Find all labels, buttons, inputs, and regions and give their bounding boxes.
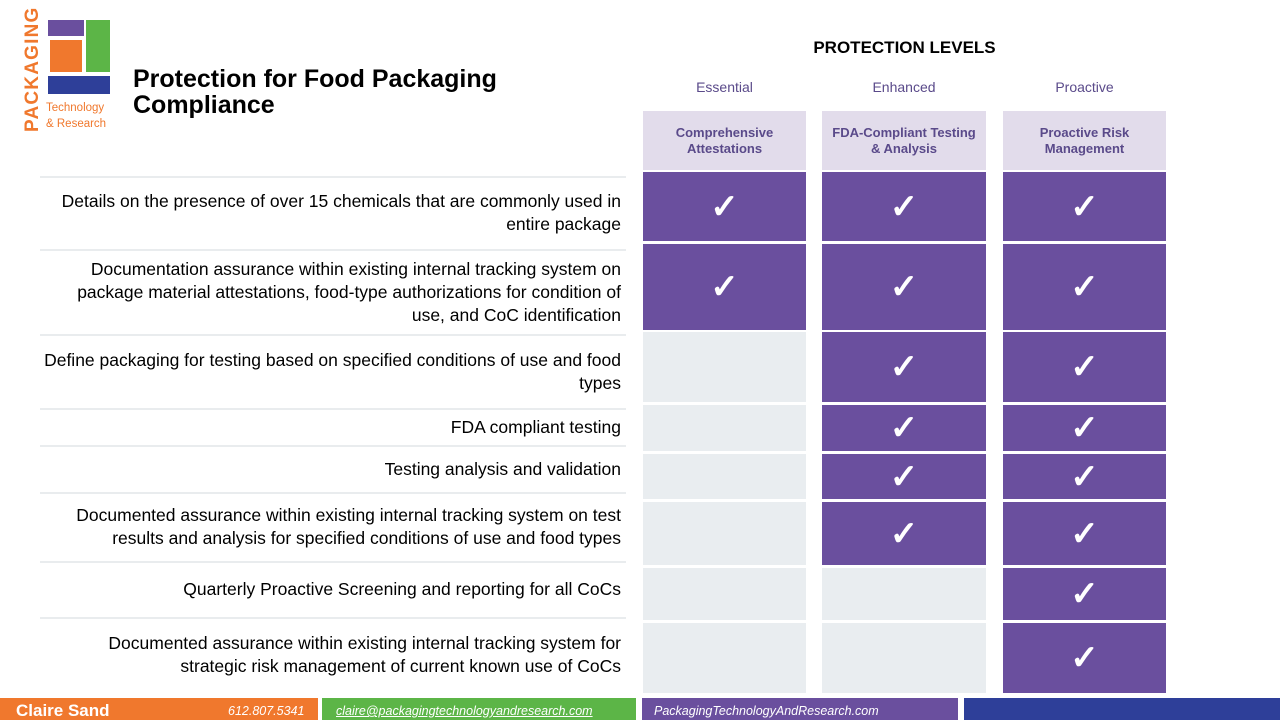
feature-label: Documented assurance within existing int… — [40, 628, 626, 681]
matrix-cell-included: ✓ — [1003, 454, 1166, 499]
footer-website-bar: PackagingTechnologyAndResearch.com — [642, 698, 958, 720]
footer-website-link[interactable]: PackagingTechnologyAndResearch.com — [654, 704, 879, 718]
matrix-cell-included: ✓ — [822, 502, 986, 565]
footer-email-bar: claire@packagingtechnologyandresearch.co… — [322, 698, 636, 720]
feature-label: Testing analysis and validation — [40, 452, 626, 487]
level-name-0: Essential — [696, 79, 753, 95]
column-header-0: Comprehensive Attestations — [643, 111, 806, 170]
checkmark-icon: ✓ — [1070, 575, 1099, 613]
row-divider — [40, 561, 626, 563]
logo-block-blue — [48, 76, 110, 94]
protection-levels-title: PROTECTION LEVELS — [813, 38, 996, 57]
row-divider — [40, 176, 626, 178]
logo-line-research: & Research — [46, 118, 107, 130]
matrix-cell-included: ✓ — [1003, 568, 1166, 620]
feature-label: Documentation assurance within existing … — [40, 256, 626, 328]
matrix-cell-empty — [643, 502, 806, 565]
feature-label-text: Quarterly Proactive Screening and report… — [183, 578, 621, 599]
matrix-cell-included: ✓ — [822, 172, 986, 241]
matrix-cell-empty — [643, 623, 806, 693]
checkmark-icon: ✓ — [710, 268, 739, 306]
matrix-cell-included: ✓ — [1003, 502, 1166, 565]
checkmark-icon: ✓ — [1070, 514, 1099, 553]
checkmark-icon: ✓ — [889, 457, 919, 496]
checkmark-icon: ✓ — [889, 268, 919, 306]
checkmark-icon: ✓ — [889, 409, 919, 447]
logo-line-technology: Technology — [46, 102, 105, 114]
checkmark-icon: ✓ — [1070, 348, 1099, 386]
checkmark-icon: ✓ — [1070, 639, 1099, 677]
logo-mark — [48, 20, 110, 94]
footer-name-bar: Claire Sand 612.807.5341 — [0, 698, 318, 720]
matrix-cell-empty — [822, 568, 986, 620]
feature-label-text: Details on the presence of over 15 chemi… — [61, 191, 621, 234]
matrix-cell-empty — [643, 332, 806, 402]
matrix-cell-included: ✓ — [643, 244, 806, 330]
matrix-cell-included: ✓ — [1003, 172, 1166, 241]
matrix-cell-included: ✓ — [822, 332, 986, 402]
row-divider — [40, 334, 626, 336]
checkmark-icon: ✓ — [1070, 187, 1099, 226]
column-header-2: Proactive Risk Management — [1003, 111, 1166, 170]
matrix-cell-included: ✓ — [822, 405, 986, 451]
feature-label-text: Documentation assurance within existing … — [77, 258, 621, 325]
footer-name: Claire Sand — [16, 701, 110, 720]
column-header-1: FDA-Compliant Testing & Analysis — [822, 111, 986, 170]
logo-subtitle: Technology & Research — [46, 100, 126, 132]
matrix-cell-included: ✓ — [1003, 405, 1166, 451]
footer-email-link[interactable]: claire@packagingtechnologyandresearch.co… — [336, 704, 593, 718]
matrix-cell-included: ✓ — [822, 244, 986, 330]
feature-label: Documented assurance within existing int… — [40, 500, 626, 553]
footer-blue-bar — [964, 698, 1280, 720]
checkmark-icon: ✓ — [889, 348, 919, 386]
logo-block-green — [86, 20, 110, 72]
feature-label: FDA compliant testing — [40, 412, 626, 442]
logo-block-purple — [48, 20, 84, 36]
matrix-cell-included: ✓ — [643, 172, 806, 241]
feature-label: Define packaging for testing based on sp… — [40, 345, 626, 398]
checkmark-icon: ✓ — [1070, 268, 1099, 306]
matrix-cell-empty — [822, 623, 986, 693]
matrix-cell-included: ✓ — [1003, 332, 1166, 402]
matrix-cell-empty — [643, 568, 806, 620]
page-title: Protection for Food Packaging Compliance — [133, 65, 497, 119]
level-name-1: Enhanced — [872, 79, 936, 95]
row-divider — [40, 408, 626, 410]
row-divider — [40, 617, 626, 619]
row-divider — [40, 249, 626, 251]
footer-phone[interactable]: 612.807.5341 — [228, 704, 305, 718]
checkmark-icon: ✓ — [889, 514, 919, 553]
matrix-cell-empty — [643, 454, 806, 499]
logo-vertical-text: PACKAGING — [22, 6, 43, 132]
checkmark-icon: ✓ — [889, 187, 919, 226]
checkmark-icon: ✓ — [1070, 409, 1099, 447]
checkmark-icon: ✓ — [1070, 457, 1099, 496]
feature-label: Details on the presence of over 15 chemi… — [40, 188, 626, 238]
row-divider — [40, 445, 626, 447]
feature-label-text: FDA compliant testing — [450, 416, 621, 437]
feature-label-text: Define packaging for testing based on sp… — [44, 349, 621, 393]
matrix-cell-included: ✓ — [1003, 244, 1166, 330]
logo-block-orange — [50, 40, 82, 72]
level-name-2: Proactive — [1055, 79, 1114, 95]
feature-label-text: Documented assurance within existing int… — [108, 632, 621, 676]
matrix-cell-included: ✓ — [1003, 623, 1166, 693]
feature-label-text: Documented assurance within existing int… — [76, 504, 621, 548]
checkmark-icon: ✓ — [710, 187, 739, 226]
feature-label-text: Testing analysis and validation — [384, 459, 621, 479]
row-divider — [40, 492, 626, 494]
feature-label: Quarterly Proactive Screening and report… — [40, 564, 626, 614]
matrix-cell-included: ✓ — [822, 454, 986, 499]
matrix-cell-empty — [643, 405, 806, 451]
